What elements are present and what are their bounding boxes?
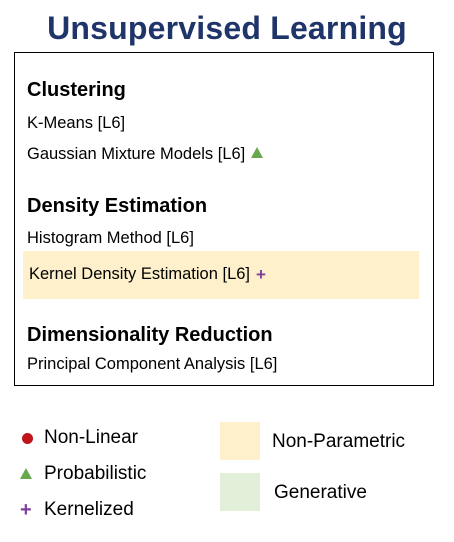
kernelized-plus-icon: +	[20, 500, 32, 520]
item-label: Kernel Density Estimation [L6]	[29, 265, 250, 283]
legend-label-non-linear: Non-Linear	[44, 427, 138, 449]
item-gaussian-mixture-models: Gaussian Mixture Models [L6]	[27, 145, 263, 164]
section-heading-dimensionality-reduction: Dimensionality Reduction	[27, 324, 273, 347]
item-histogram-method: Histogram Method [L6]	[27, 229, 194, 248]
probabilistic-triangle-icon	[251, 147, 263, 158]
item-label: K-Means [L6]	[27, 114, 125, 132]
item-label: Gaussian Mixture Models [L6]	[27, 145, 245, 163]
non-linear-circle-icon	[22, 433, 33, 444]
section-heading-clustering: Clustering	[27, 79, 126, 102]
methods-panel: Clustering K-Means [L6] Gaussian Mixture…	[14, 52, 434, 386]
section-heading-density-estimation: Density Estimation	[27, 195, 207, 218]
kernelized-plus-icon: +	[256, 266, 266, 283]
legend-label-generative: Generative	[274, 482, 367, 504]
legend-label-probabilistic: Probabilistic	[44, 463, 146, 485]
legend-label-non-parametric: Non-Parametric	[272, 431, 405, 453]
probabilistic-triangle-icon	[20, 468, 32, 479]
item-label: Principal Component Analysis [L6]	[27, 355, 277, 373]
item-principal-component-analysis: Principal Component Analysis [L6]	[27, 355, 277, 374]
item-label: Histogram Method [L6]	[27, 229, 194, 247]
non-parametric-swatch	[220, 422, 260, 460]
item-kernel-density-estimation: Kernel Density Estimation [L6] +	[29, 265, 266, 284]
item-k-means: K-Means [L6]	[27, 114, 125, 133]
diagram-title: Unsupervised Learning	[0, 10, 454, 47]
legend-label-kernelized: Kernelized	[44, 499, 134, 521]
generative-swatch	[220, 473, 260, 511]
